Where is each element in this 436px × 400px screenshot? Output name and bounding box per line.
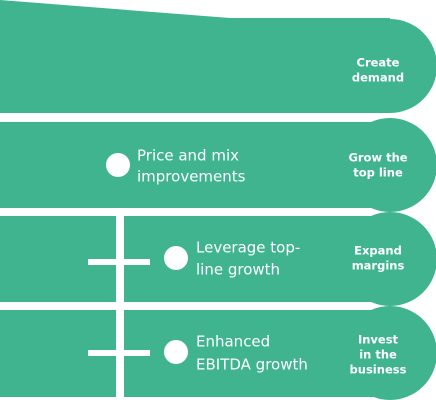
- bullet: [106, 153, 130, 177]
- connectors: [88, 153, 188, 400]
- band: [0, 216, 390, 302]
- stage-label: Invest: [358, 333, 399, 347]
- stage-label: demand: [352, 71, 404, 85]
- bullet: [164, 246, 188, 270]
- item-text: Price and mix: [137, 147, 239, 165]
- connector-horizontal: [88, 259, 150, 265]
- stage-label: margins: [352, 259, 405, 273]
- stage-label: top line: [353, 166, 403, 180]
- band: [0, 122, 390, 208]
- stage-label: in the: [359, 348, 397, 362]
- band-end: [343, 118, 436, 212]
- item-text: line growth: [196, 261, 280, 279]
- stage-label: Expand: [354, 244, 402, 258]
- stage-label: Grow the: [348, 151, 407, 165]
- band-end: [343, 212, 436, 306]
- band-end: [343, 306, 436, 400]
- item-text: improvements: [137, 168, 246, 186]
- band: [0, 0, 390, 113]
- item-text: Leverage top-: [196, 239, 300, 257]
- connector-vertical: [116, 208, 124, 400]
- item-text: Enhanced: [196, 333, 270, 351]
- band-end: [343, 19, 436, 113]
- item-text: EBITDA growth: [196, 356, 308, 374]
- stage-label: Create: [357, 56, 400, 70]
- band: [0, 310, 390, 397]
- bullet: [164, 340, 188, 364]
- stage-label: business: [350, 363, 407, 377]
- connector-horizontal: [88, 350, 150, 356]
